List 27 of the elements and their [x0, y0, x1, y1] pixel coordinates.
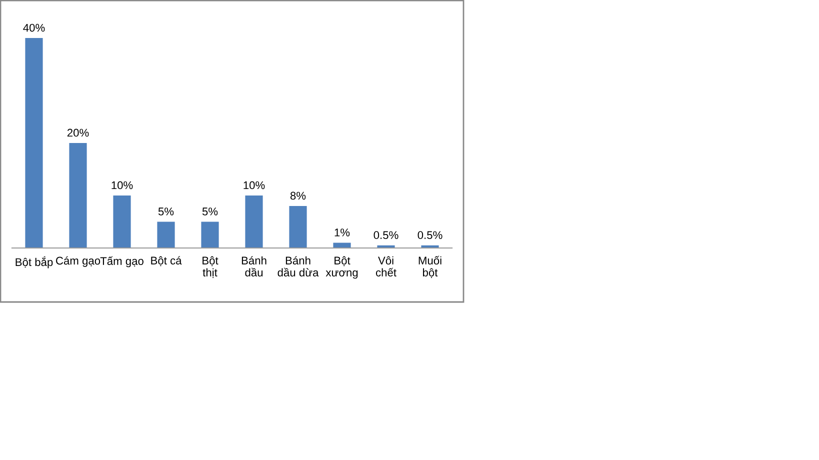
x-tick-label: Tấm gạo: [100, 256, 144, 268]
bar: [113, 196, 131, 248]
x-tick-label: Vôi chết: [376, 256, 396, 276]
bar: [157, 222, 175, 248]
data-label: 8%: [290, 192, 306, 200]
data-label: 10%: [112, 181, 133, 190]
bar: [25, 38, 43, 248]
x-tick-label: Bột thịt: [202, 256, 218, 278]
data-label: 0.5%: [374, 231, 398, 240]
data-label: 20%: [67, 128, 89, 137]
x-tick-label: Cám gạo: [56, 256, 100, 267]
x-tick-label: Bánh dầu dừa: [278, 256, 319, 276]
bar: [69, 143, 87, 248]
bar: [245, 196, 263, 248]
data-label: 5%: [158, 208, 174, 216]
data-label: 0.5%: [418, 231, 442, 240]
bar: [289, 206, 307, 248]
x-tick-label: Bột xương: [326, 256, 358, 279]
bar: [201, 222, 219, 248]
data-label: 1%: [334, 228, 350, 236]
x-tick-label: Bột cá: [151, 256, 182, 266]
data-label: 5%: [202, 208, 218, 216]
data-label: 40%: [23, 24, 45, 32]
x-tick-label: Muối bột: [418, 256, 442, 278]
x-tick-label: Bánh dầu: [242, 256, 266, 276]
x-tick-label: Bột bắp: [16, 256, 53, 268]
data-label: 10%: [244, 181, 265, 190]
